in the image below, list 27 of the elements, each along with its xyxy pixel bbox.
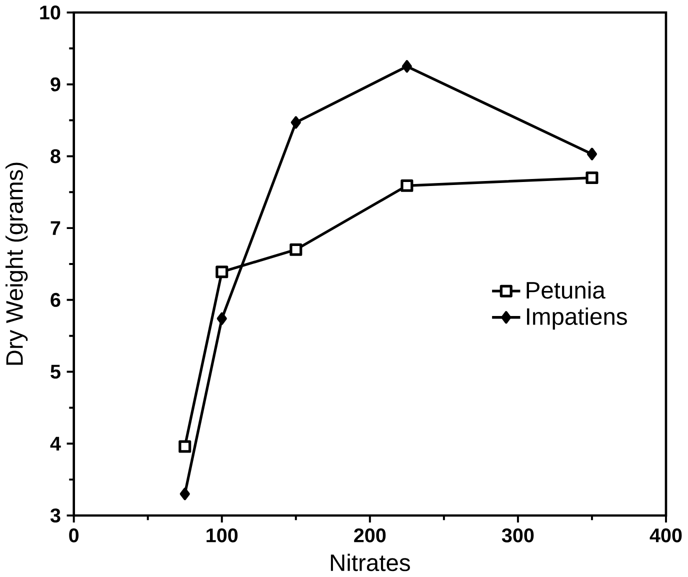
y-tick-label: 10: [40, 6, 60, 20]
legend-label: Impatiens: [527, 308, 627, 330]
legend-label: Petunia: [526, 281, 606, 299]
x-tick-label: 100: [206, 528, 238, 543]
y-tick-label: 8: [50, 149, 60, 164]
point: [290, 116, 301, 129]
point: [290, 244, 302, 256]
x-axis-title: Nitrates: [330, 554, 410, 572]
point: [178, 440, 192, 453]
y-tick-label: 4: [50, 437, 61, 451]
y-tick-label: 6: [50, 293, 60, 308]
point: [402, 60, 412, 73]
point: [586, 172, 598, 184]
x-tick-label: 0: [69, 528, 79, 543]
x-tick-label: 300: [502, 528, 534, 543]
point: [400, 180, 414, 192]
y-axis-title: Dry Weight (grams): [6, 162, 28, 365]
point: [180, 488, 190, 500]
y-tick-label: 7: [50, 221, 60, 236]
point: [586, 148, 598, 160]
y-tick-label: 9: [50, 78, 60, 92]
x-tick-label: 400: [650, 528, 682, 543]
point: [216, 312, 227, 326]
x-tick-label: 200: [354, 528, 386, 543]
point: [216, 266, 228, 278]
y-tick-label: 3: [50, 508, 60, 523]
y-tick-label: 5: [50, 365, 60, 379]
